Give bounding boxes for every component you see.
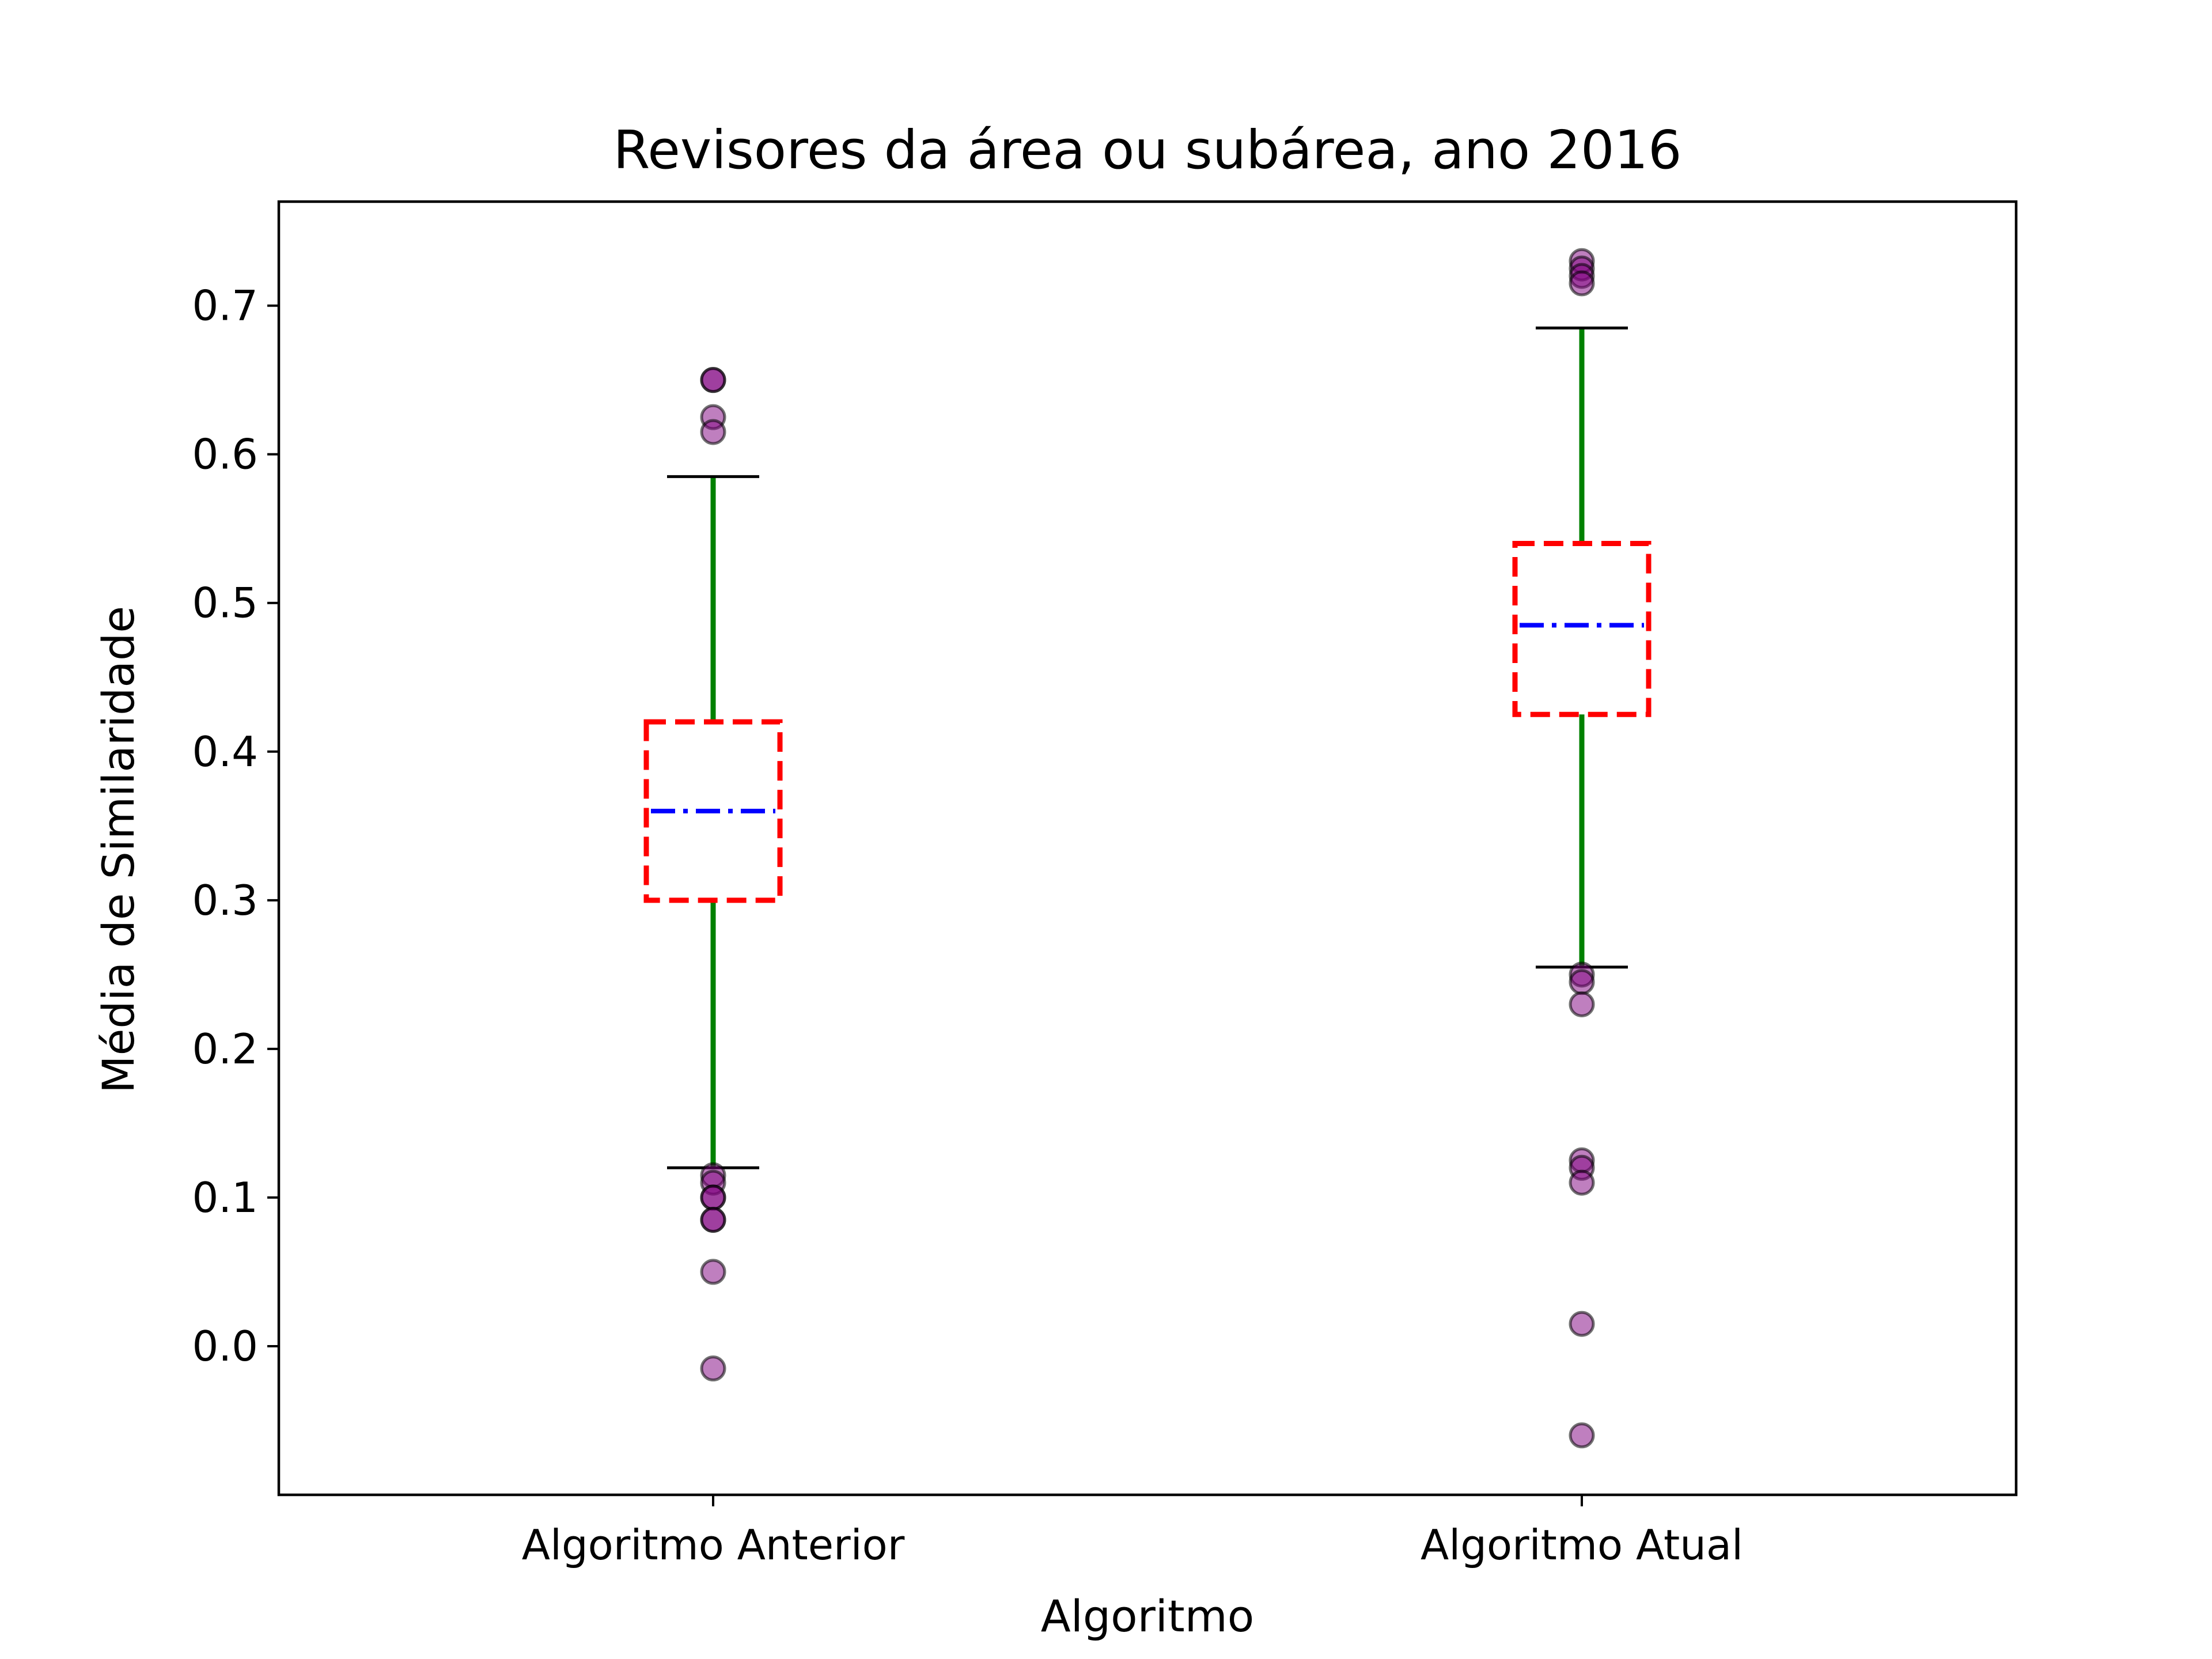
outlier-point [1569, 1422, 1595, 1449]
plot-frame [277, 200, 2018, 1497]
x-tick-label: Algoritmo Atual [1421, 1521, 1743, 1569]
outlier-point [700, 419, 726, 445]
outlier-point [700, 1207, 726, 1233]
outlier-point [700, 1355, 726, 1382]
y-tick-label: 0.3 [192, 876, 258, 925]
outlier-point [700, 367, 726, 393]
y-tick-label: 0.0 [192, 1322, 258, 1370]
y-tick-label: 0.5 [192, 579, 258, 627]
box-iqr [643, 719, 783, 903]
x-tick-label: Algoritmo Anterior [522, 1521, 905, 1569]
chart-title: Revisores da área ou subárea, ano 2016 [613, 119, 1681, 181]
outlier-point [1569, 1310, 1595, 1337]
plot-area: 0.0 0.1 0.2 0.3 0.4 0.5 0.6 0.7 Algoritmo Anteri… [192, 248, 1743, 1569]
outlier-point [1569, 969, 1595, 995]
outlier-point [1569, 991, 1595, 1017]
outlier-point [1569, 270, 1595, 297]
outlier-point [700, 1184, 726, 1211]
outlier-point [700, 1259, 726, 1285]
y-tick-label: 0.6 [192, 430, 258, 479]
y-tick-label: 0.1 [192, 1173, 258, 1222]
y-tick-label: 0.2 [192, 1025, 258, 1073]
outlier-point [1569, 1169, 1595, 1196]
box-iqr [1512, 541, 1652, 717]
x-axis-label: Algoritmo [1041, 1590, 1255, 1642]
y-tick-label: 0.4 [192, 728, 258, 776]
y-axis-label: Média de Similaridade [93, 606, 144, 1093]
y-tick-label: 0.7 [192, 282, 258, 330]
